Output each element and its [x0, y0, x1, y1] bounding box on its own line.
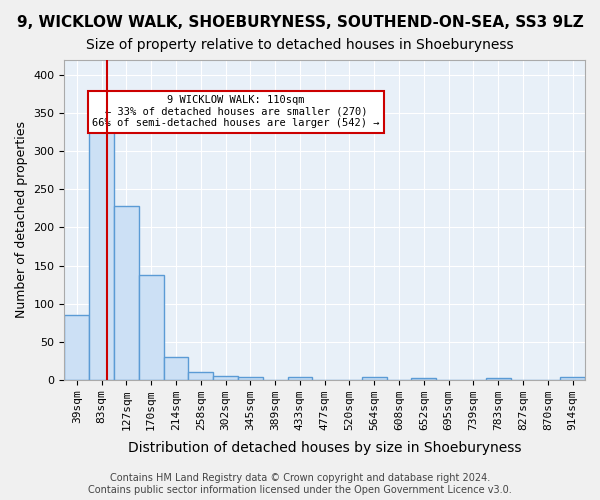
Text: Size of property relative to detached houses in Shoeburyness: Size of property relative to detached ho… [86, 38, 514, 52]
Bar [89, 121, 114, 380]
Text: 9 WICKLOW WALK: 110sqm
← 33% of detached houses are smaller (270)
66% of semi-de: 9 WICKLOW WALK: 110sqm ← 33% of detached… [92, 95, 380, 128]
Text: Contains HM Land Registry data © Crown copyright and database right 2024.
Contai: Contains HM Land Registry data © Crown c… [88, 474, 512, 495]
Y-axis label: Number of detached properties: Number of detached properties [15, 122, 28, 318]
Text: 9, WICKLOW WALK, SHOEBURYNESS, SOUTHEND-ON-SEA, SS3 9LZ: 9, WICKLOW WALK, SHOEBURYNESS, SOUTHEND-… [17, 15, 583, 30]
Bar [64, 315, 89, 380]
Bar [188, 372, 213, 380]
Bar [287, 376, 313, 380]
Bar [412, 378, 436, 380]
Bar [486, 378, 511, 380]
Bar [139, 276, 164, 380]
Bar [213, 376, 238, 380]
Bar [238, 376, 263, 380]
Bar [560, 378, 585, 380]
Bar [362, 376, 386, 380]
X-axis label: Distribution of detached houses by size in Shoeburyness: Distribution of detached houses by size … [128, 441, 521, 455]
Bar [164, 357, 188, 380]
Bar [114, 206, 139, 380]
